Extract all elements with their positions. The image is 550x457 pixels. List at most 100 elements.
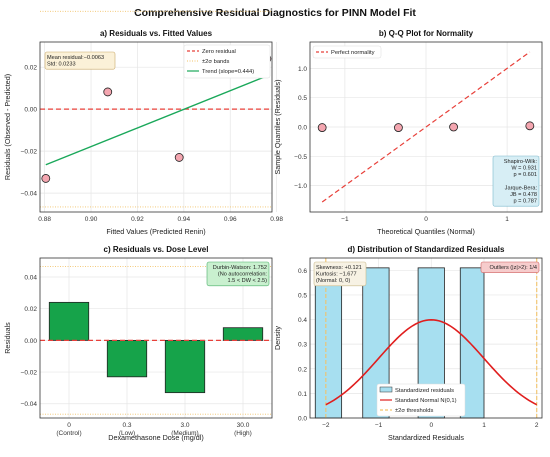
y-tick-label: 0.4 [298, 317, 307, 324]
y-tick-label: 1.0 [298, 66, 307, 73]
x-tick-label: 1 [482, 422, 486, 429]
x-tick-sublabel: (Medium) [171, 430, 198, 437]
legend-box [376, 383, 466, 417]
x-tick-label: 1 [505, 216, 509, 223]
y-tick-label: −0.5 [294, 154, 307, 161]
qq-point [394, 123, 403, 132]
legend-label: Zero residual [202, 49, 236, 55]
x-tick-label: 0.90 [85, 216, 98, 223]
y-tick-label: 0.04 [24, 275, 37, 282]
y-tick-label: −0.02 [21, 370, 38, 377]
data-point [103, 87, 113, 97]
qq-point [317, 123, 327, 132]
stats-line: Std: 0.0233 [47, 62, 76, 68]
panel-title: a) Residuals vs. Fitted Values [100, 29, 213, 38]
x-tick-label: 0 [429, 422, 433, 429]
normal-curve [325, 318, 538, 406]
stats-box [44, 51, 116, 70]
y-tick-label: −0.02 [21, 149, 38, 156]
y-tick-label: 0.1 [298, 391, 307, 398]
stats-line: 1.5 < DW < 2.5) [228, 278, 268, 284]
stats-line: p = 0.787 [514, 199, 537, 205]
bar [164, 339, 206, 394]
y-tick-label: 0.5 [298, 292, 307, 299]
y-tick-label: 0.02 [24, 306, 37, 313]
stats-line: p = 0.601 [514, 172, 537, 178]
x-tick-sublabel: (Control) [56, 430, 81, 437]
y-tick-label: 0.6 [298, 268, 307, 275]
x-tick-label: 0.94 [178, 216, 191, 223]
plot-border [309, 257, 543, 419]
trend-line [45, 75, 268, 166]
panel-b: b) Q-Q Plot for Normality Theoretical Qua… [273, 29, 543, 236]
panel-title: d) Distribution of Standardized Residual… [348, 245, 505, 254]
x-tick-label: −1 [375, 422, 383, 429]
stats-box [313, 261, 367, 287]
stats-line: Mean residual:−0.0063 [47, 55, 104, 61]
x-axis-label: Dexamethasone Dose (mg/dl) [108, 433, 203, 442]
y-tick-label: 0.5 [298, 95, 307, 102]
figure-suptitle: Comprehensive Residual Diagnostics for P… [134, 7, 416, 19]
panel-d: d) Distribution of Standardized Residual… [273, 245, 543, 442]
plot-border [39, 257, 273, 419]
outliers-box [480, 261, 540, 273]
legend-box [183, 44, 271, 79]
x-tick-label: 0.88 [38, 216, 51, 223]
x-axis-label: Standardized Residuals [388, 433, 464, 442]
stats-line: (Normal: 0, 0) [316, 278, 350, 284]
x-tick-label: 2 [535, 422, 539, 429]
y-tick-label: 0.00 [24, 338, 37, 345]
y-tick-label: 0.02 [24, 65, 37, 72]
x-tick-label: −1 [341, 216, 349, 223]
stats-line: (No autocorrelation: [218, 272, 268, 278]
y-tick-label: 0.00 [24, 107, 37, 114]
panel-c: c) Residuals vs. Dose Level Dexamethasone… [3, 245, 273, 442]
stats-line: Durbin-Watson: 1.752 [213, 265, 267, 271]
y-axis-label: Density [273, 326, 282, 350]
stats-box [206, 261, 270, 287]
bar [106, 339, 148, 378]
y-axis-label: Residuals [3, 322, 12, 354]
stats-line: W = 0.931 [511, 166, 537, 172]
legend-box [312, 45, 382, 59]
y-tick-label: 0.0 [298, 416, 307, 423]
x-tick-label: 0.3 [122, 422, 131, 429]
y-tick-label: 0.3 [298, 342, 307, 349]
legend-label: Standardized residuals [395, 388, 454, 394]
x-tick-label: 0 [424, 216, 428, 223]
stats-box [492, 155, 540, 207]
data-point [174, 153, 184, 162]
stats-line: Jarque-Bera: [505, 185, 538, 191]
y-tick-label: −0.04 [21, 191, 38, 198]
stats-line: JB = 0.478 [510, 192, 537, 198]
legend-rect-swatch [379, 386, 393, 393]
reference-line [321, 51, 531, 203]
plot-border [39, 41, 273, 213]
x-tick-label: 0.98 [270, 216, 283, 223]
plot-border [309, 41, 543, 213]
bar [222, 327, 264, 341]
x-axis-label: Fitted Values (Predicted Renin) [106, 227, 205, 236]
qq-point [449, 122, 458, 132]
data-point [41, 174, 51, 183]
x-axis-label: Theoretical Quantiles (Normal) [377, 227, 475, 236]
y-tick-label: 0.0 [298, 125, 307, 132]
x-tick-label: −2 [322, 422, 330, 429]
x-tick-label: 0.92 [131, 216, 144, 223]
y-tick-label: −0.04 [21, 401, 38, 408]
panel-title: b) Q-Q Plot for Normality [379, 29, 474, 38]
x-tick-label: 0 [67, 422, 71, 429]
legend-label: Perfect normality [331, 50, 375, 56]
stats-line: Shapiro-Wilk: [504, 159, 538, 165]
x-tick-label: 30.0 [237, 422, 250, 429]
legend-label: Trend (slope=0.444) [202, 69, 254, 75]
stats-line: Kurtosis: −1.677 [316, 272, 357, 278]
legend-label: ±2σ thresholds [395, 408, 433, 414]
x-tick-label: 3.0 [180, 422, 189, 429]
y-tick-label: 0.2 [298, 366, 307, 373]
stats-line: Skewness: +0.121 [316, 265, 362, 271]
y-axis-label: Sample Quantiles (Residuals) [273, 79, 282, 174]
qq-point [525, 121, 535, 131]
y-axis-label: Residuals (Observed - Predicted) [3, 74, 12, 180]
